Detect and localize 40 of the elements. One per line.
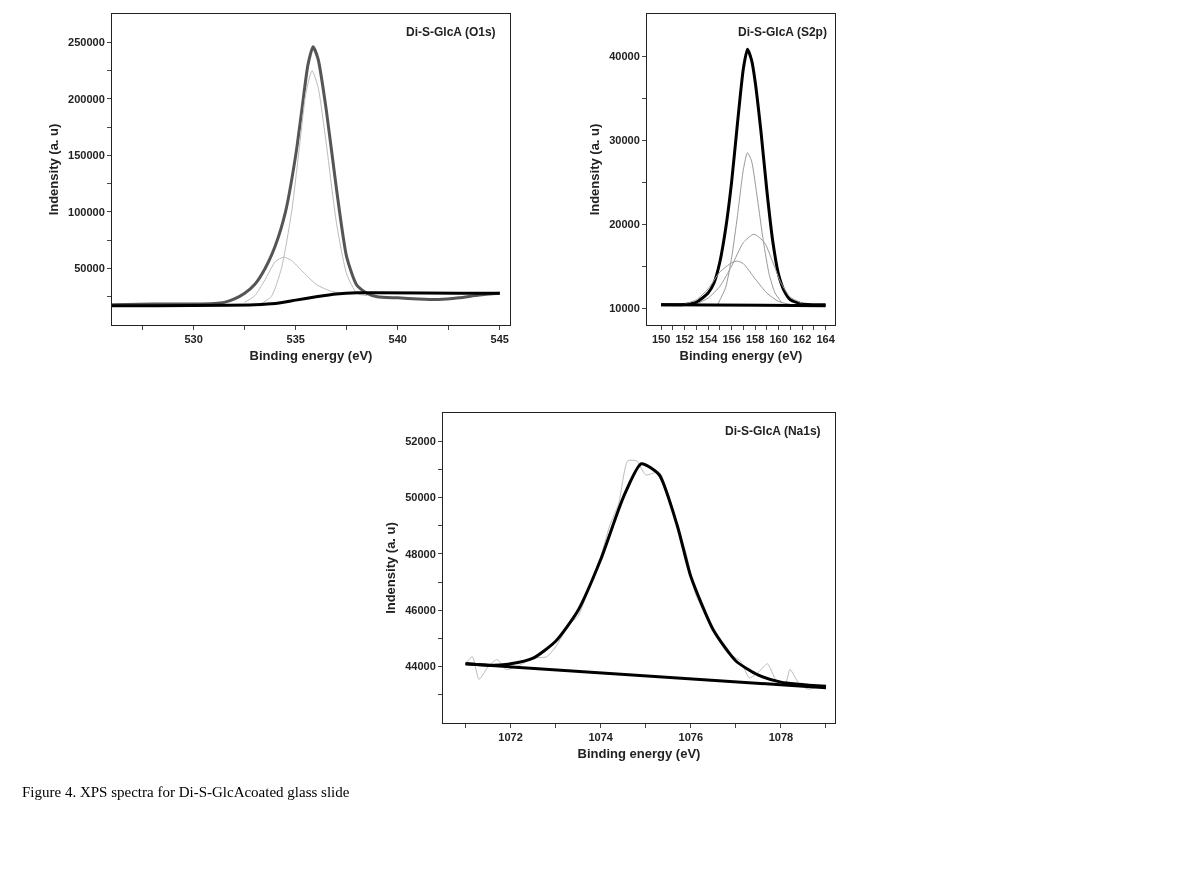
x-tick-label: 540 (388, 333, 407, 346)
y-axis-title: Indensity (a. u) (587, 123, 603, 216)
x-axis-title: Binding energy (eV) (577, 745, 701, 761)
x-tick-label: 150 (651, 333, 671, 346)
y-tick-label: 50000 (74, 262, 105, 275)
y-tick-label: 250000 (68, 36, 105, 49)
y-tick-label: 44000 (405, 660, 436, 673)
y-tick-label: 20000 (609, 217, 640, 230)
annotation: Di-S-GlcA (S2p) (738, 25, 827, 39)
x-tick-label: 545 (490, 333, 509, 346)
y-tick-label: 200000 (68, 92, 105, 105)
y-tick-label: 40000 (609, 49, 640, 62)
y-tick-label: 150000 (68, 149, 105, 162)
y-tick-label: 50000 (405, 491, 436, 504)
x-tick-label: 1074 (588, 731, 614, 744)
y-tick-label: 10000 (609, 302, 640, 315)
annotation: Di-S-GlcA (Na1s) (725, 424, 821, 438)
x-tick-label: 530 (184, 333, 203, 346)
x-tick-label: 1072 (498, 731, 523, 744)
x-tick-label: 1078 (768, 731, 794, 744)
x-axis-title: Binding energy (eV) (679, 347, 803, 363)
y-axis-title: Indensity (a. u) (46, 123, 62, 216)
x-tick-label: 164 (816, 333, 836, 346)
y-tick-label: 100000 (68, 205, 105, 218)
x-tick-label: 1076 (678, 731, 704, 744)
y-tick-label: 46000 (405, 604, 436, 617)
y-axis-title: Indensity (a. u) (383, 522, 399, 614)
annotation: Di-S-GlcA (O1s) (406, 25, 496, 39)
y-tick-label: 48000 (405, 547, 436, 560)
x-tick-label: 158 (745, 333, 765, 346)
x-tick-label: 160 (769, 333, 788, 346)
x-tick-label: 156 (722, 333, 741, 346)
x-tick-label: 154 (698, 333, 719, 346)
y-tick-label: 30000 (609, 133, 640, 146)
caption: Figure 4. XPS spectra for Di-S-GlcAcoated glass slide (22, 784, 350, 800)
x-tick-label: 152 (675, 333, 694, 346)
x-axis-title: Binding energy (eV) (249, 347, 373, 363)
x-tick-label: 162 (792, 333, 812, 346)
x-tick-label: 535 (286, 333, 305, 346)
y-tick-label: 52000 (405, 435, 436, 448)
